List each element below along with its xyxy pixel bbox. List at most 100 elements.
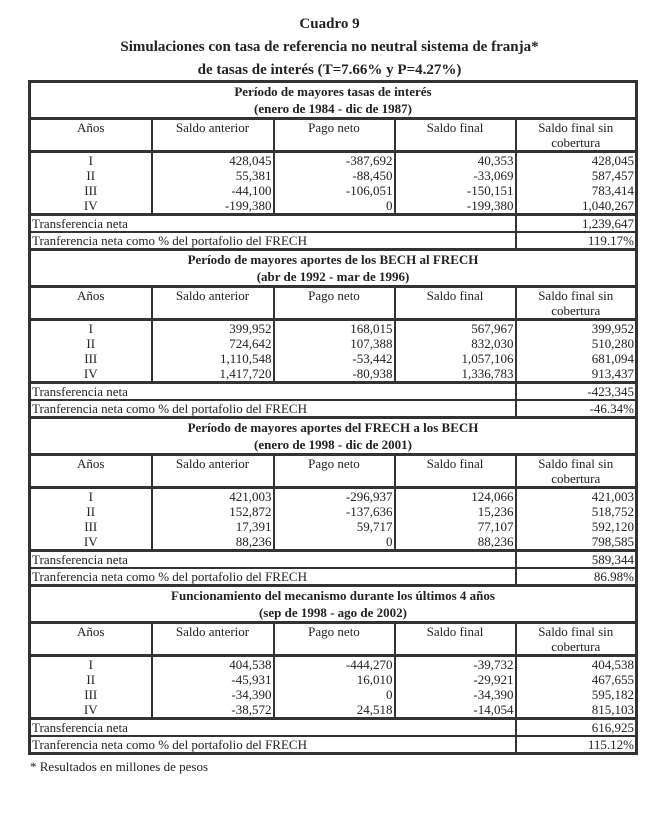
value-cell: 587,457 — [514, 168, 638, 183]
column-header: Saldo final sin cobertura — [514, 453, 638, 488]
transfer-label: Transferencia neta — [28, 381, 517, 400]
section-title-cell: Período de mayores tasas de interés (ener… — [28, 80, 638, 119]
column-header: Saldo anterior — [150, 453, 275, 488]
value-cell: 1,336,783 — [393, 366, 517, 383]
column-header-row: Años Saldo anterior Pago neto Saldo final Sa… — [28, 453, 638, 488]
column-header: Años — [28, 621, 153, 656]
year-label: III — [28, 687, 153, 702]
value-cell: 724,642 — [150, 336, 275, 351]
table-row: II 152,872 -137,636 15,236 518,752 — [28, 504, 638, 519]
value-cell: 1,417,720 — [150, 366, 275, 383]
value-cell: -33,069 — [393, 168, 517, 183]
table-title: Simulaciones con tasa de referencia no n… — [120, 39, 539, 55]
value-cell: -38,572 — [150, 702, 275, 719]
year-label: I — [28, 486, 153, 504]
table-row: II -45,931 16,010 -29,921 467,655 — [28, 672, 638, 687]
value-cell: 16,010 — [272, 672, 396, 687]
value-cell: 152,872 — [150, 504, 275, 519]
value-cell: 567,967 — [393, 318, 517, 336]
value-cell: -34,390 — [393, 687, 517, 702]
value-cell: 124,066 — [393, 486, 517, 504]
value-cell: -137,636 — [272, 504, 396, 519]
section-title-cell: Período de mayores aportes del FRECH a l… — [28, 416, 638, 455]
simulation-table: Período de mayores tasas de interés (ener… — [28, 80, 638, 755]
section-period: (abr de 1992 - mar de 1996) — [256, 269, 410, 284]
table-row: I 399,952 168,015 567,967 399,952 — [28, 318, 638, 336]
table-row: IV -38,572 24,518 -14,054 815,103 — [28, 702, 638, 719]
value-cell: 510,280 — [514, 336, 638, 351]
transfer-value: -423,345 — [514, 381, 638, 400]
value-cell: -29,921 — [393, 672, 517, 687]
page: Cuadro 9 Simulaciones con tasa de refere… — [28, 16, 638, 774]
section-title: Período de mayores aportes del FRECH a l… — [187, 420, 479, 436]
value-cell: 0 — [272, 198, 396, 215]
value-cell: 467,655 — [514, 672, 638, 687]
value-cell: 88,236 — [150, 534, 275, 551]
column-header: Saldo final — [393, 621, 517, 656]
value-cell: 88,236 — [393, 534, 517, 551]
table-row: II 724,642 107,388 832,030 510,280 — [28, 336, 638, 351]
year-label: II — [28, 336, 153, 351]
value-cell: 15,236 — [393, 504, 517, 519]
table-row: III -44,100 -106,051 -150,151 783,414 — [28, 183, 638, 198]
value-cell: 17,391 — [150, 519, 275, 534]
value-cell: 77,107 — [393, 519, 517, 534]
value-cell: -44,100 — [150, 183, 275, 198]
value-cell: 592,120 — [514, 519, 638, 534]
percent-label: Tranferencia neta como % del portafolio … — [28, 735, 517, 754]
transfer-label: Transferencia neta — [28, 549, 517, 568]
column-header: Pago neto — [272, 285, 396, 320]
table-title-cont: de tasas de interés (T=7.66% y P=4.27%) — [197, 62, 462, 78]
value-cell: -444,270 — [272, 654, 396, 672]
column-header-row: Años Saldo anterior Pago neto Saldo final Sa… — [28, 621, 638, 656]
column-header-row: Años Saldo anterior Pago neto Saldo final Sa… — [28, 117, 638, 152]
section-title-cell: Funcionamiento del mecanismo durante los… — [28, 584, 638, 623]
column-header: Saldo anterior — [150, 285, 275, 320]
value-cell: -199,380 — [150, 198, 275, 215]
value-cell: 913,437 — [514, 366, 638, 383]
value-cell: -88,450 — [272, 168, 396, 183]
transfer-value: 589,344 — [514, 549, 638, 568]
percent-value: 115.12% — [514, 735, 638, 754]
year-label: IV — [28, 702, 153, 719]
value-cell: 1,040,267 — [514, 198, 638, 215]
footnote: * Resultados en millones de pesos — [30, 759, 209, 774]
section-period: (enero de 1998 - dic de 2001) — [254, 437, 412, 452]
value-cell: 404,538 — [150, 654, 275, 672]
table-row: IV 1,417,720 -80,938 1,336,783 913,437 — [28, 366, 638, 383]
value-cell: -53,442 — [272, 351, 396, 366]
year-label: II — [28, 168, 153, 183]
transfer-row: Transferencia neta 1,239,647 — [28, 213, 638, 232]
year-label: IV — [28, 198, 153, 215]
table-row: IV 88,236 0 88,236 798,585 — [28, 534, 638, 551]
section-header: Período de mayores aportes de los BECH a… — [28, 248, 638, 287]
year-label: IV — [28, 366, 153, 383]
column-header: Saldo final sin cobertura — [514, 621, 638, 656]
value-cell: -150,151 — [393, 183, 517, 198]
year-label: I — [28, 318, 153, 336]
value-cell: 518,752 — [514, 504, 638, 519]
column-header: Años — [28, 285, 153, 320]
value-cell: -80,938 — [272, 366, 396, 383]
transfer-row: Transferencia neta 589,344 — [28, 549, 638, 568]
table-row: I 428,045 -387,692 40,353 428,045 — [28, 150, 638, 168]
value-cell: -106,051 — [272, 183, 396, 198]
table-row: IV -199,380 0 -199,380 1,040,267 — [28, 198, 638, 215]
section-header: Funcionamiento del mecanismo durante los… — [28, 584, 638, 623]
value-cell: 0 — [272, 534, 396, 551]
value-cell: 428,045 — [514, 150, 638, 168]
transfer-row: Transferencia neta -423,345 — [28, 381, 638, 400]
percent-label: Tranferencia neta como % del portafolio … — [28, 399, 517, 418]
transfer-percent-row: Tranferencia neta como % del portafolio … — [28, 567, 638, 586]
value-cell: -39,732 — [393, 654, 517, 672]
transfer-percent-row: Tranferencia neta como % del portafolio … — [28, 399, 638, 418]
transfer-value: 1,239,647 — [514, 213, 638, 232]
value-cell: 595,182 — [514, 687, 638, 702]
value-cell: -34,390 — [150, 687, 275, 702]
value-cell: 0 — [272, 687, 396, 702]
column-header: Saldo anterior — [150, 621, 275, 656]
section-header: Período de mayores tasas de interés (ener… — [28, 80, 638, 119]
value-cell: 40,353 — [393, 150, 517, 168]
section-header: Período de mayores aportes del FRECH a l… — [28, 416, 638, 455]
value-cell: 428,045 — [150, 150, 275, 168]
